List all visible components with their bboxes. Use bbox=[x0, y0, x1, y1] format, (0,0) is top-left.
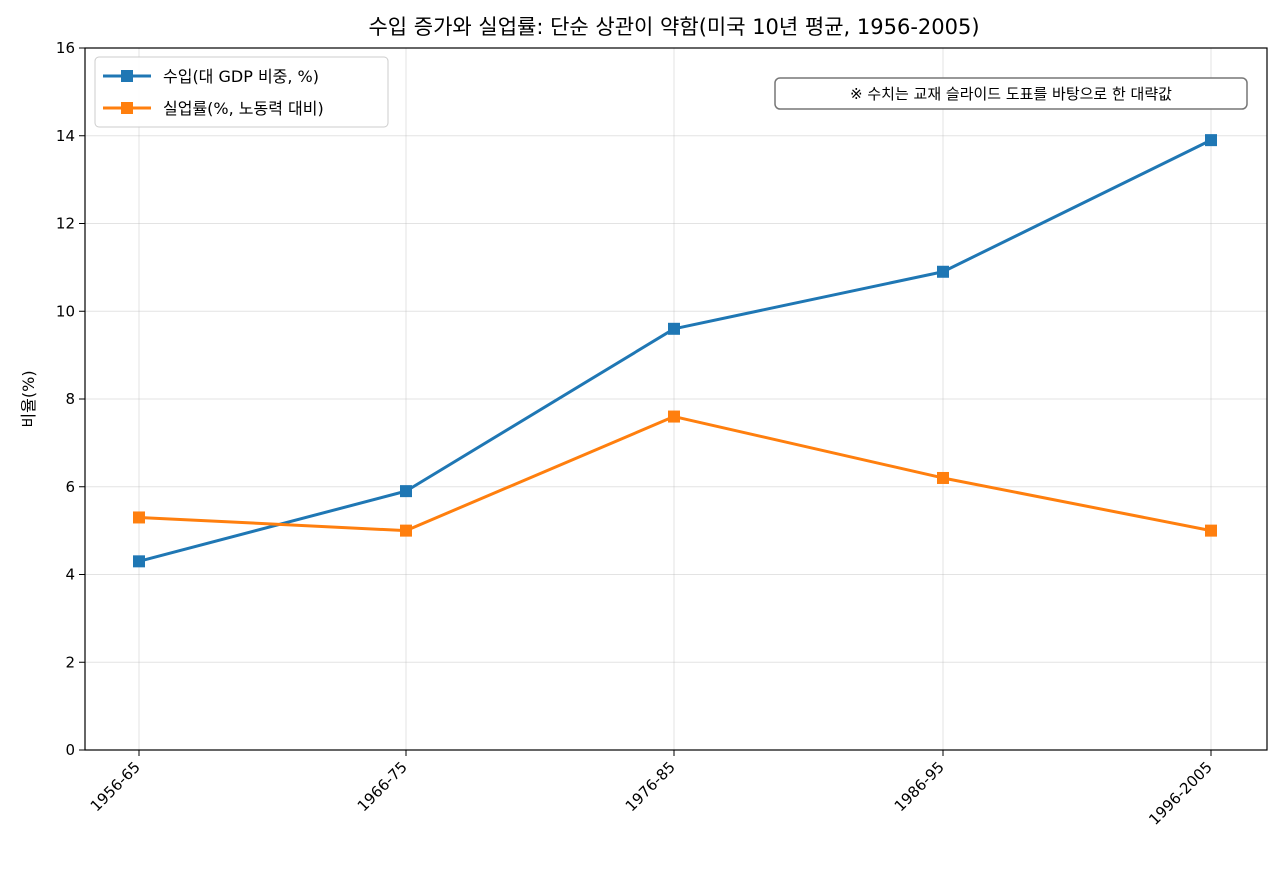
y-tick-label: 14 bbox=[56, 127, 75, 145]
data-point bbox=[133, 555, 145, 568]
gridlines bbox=[85, 47, 1267, 751]
y-tick-label: 0 bbox=[65, 741, 75, 759]
annotation-box bbox=[774, 77, 1248, 110]
legend-marker-imports bbox=[121, 70, 133, 82]
data-point bbox=[400, 524, 412, 537]
legend: 수입(대 GDP 비중, %) 실업률(%, 노동력 대비) bbox=[94, 56, 389, 128]
x-tick-label: 1956-65 bbox=[87, 758, 144, 815]
data-point bbox=[133, 511, 145, 524]
x-tick-label: 1976-85 bbox=[622, 758, 679, 815]
x-tick-label: 1996-2005 bbox=[1145, 758, 1216, 829]
legend-box bbox=[94, 56, 389, 128]
series-0 bbox=[133, 134, 1217, 568]
series-layer bbox=[133, 134, 1217, 568]
series-line bbox=[138, 415, 1212, 533]
y-tick-label: 2 bbox=[65, 653, 75, 671]
legend-marker-unemployment bbox=[121, 102, 133, 114]
x-tick-label: 1966-75 bbox=[354, 758, 411, 815]
data-point bbox=[668, 322, 680, 335]
data-point bbox=[937, 471, 949, 484]
data-point bbox=[668, 410, 680, 423]
annotation-text: ※ 수치는 교재 슬라이드 도표를 바탕으로 한 대략값 bbox=[850, 85, 1172, 103]
y-tick-label: 12 bbox=[56, 215, 75, 233]
data-point bbox=[937, 265, 949, 278]
legend-label-imports: 수입(대 GDP 비중, %) bbox=[163, 67, 319, 86]
y-tick-label: 10 bbox=[56, 302, 75, 320]
x-axis: 1956-65 1966-75 1976-85 1986-95 1996-2005 bbox=[87, 750, 1216, 829]
legend-label-unemployment: 실업률(%, 노동력 대비) bbox=[163, 99, 324, 118]
data-point bbox=[1205, 524, 1217, 537]
data-point bbox=[1205, 134, 1217, 147]
y-tick-label: 4 bbox=[65, 566, 75, 584]
chart-title: 수입 증가와 실업률: 단순 상관이 약함(미국 10년 평균, 1956-20… bbox=[368, 15, 979, 39]
data-point bbox=[400, 485, 412, 498]
y-tick-label: 8 bbox=[65, 390, 75, 408]
y-axis: 0 2 4 6 8 10 12 14 16 bbox=[56, 39, 85, 759]
x-tick-label: 1986-95 bbox=[891, 758, 948, 815]
y-axis-label: 비율(%) bbox=[19, 370, 38, 427]
y-tick-label: 6 bbox=[65, 478, 75, 496]
series-1 bbox=[133, 410, 1217, 537]
annotation-note: ※ 수치는 교재 슬라이드 도표를 바탕으로 한 대략값 bbox=[774, 77, 1248, 110]
y-tick-label: 16 bbox=[56, 39, 75, 57]
